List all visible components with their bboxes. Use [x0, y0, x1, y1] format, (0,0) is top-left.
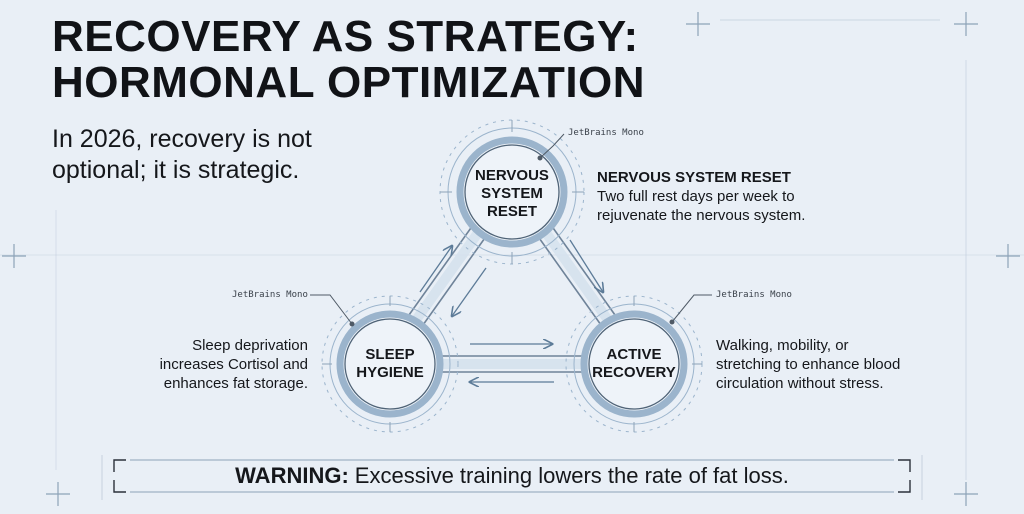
node-line: HYGIENE [356, 364, 424, 381]
title-line-1: RECOVERY AS STRATEGY: [52, 12, 639, 61]
desc-line: Two full rest days per week to [597, 188, 795, 205]
node-line: RECOVERY [592, 364, 676, 381]
node-line: RESET [486, 203, 537, 220]
annotation-left: JetBrains Mono [232, 290, 308, 300]
annotation-right: JetBrains Mono [716, 290, 792, 300]
desc-line: rejuvenate the nervous system. [597, 207, 806, 224]
connector-fill [406, 220, 618, 369]
desc-line: circulation without stress. [716, 375, 884, 392]
node-line: SYSTEM [481, 185, 543, 202]
node-line: SLEEP [365, 346, 415, 363]
warning-label: WARNING: [235, 463, 349, 488]
node-nervous-system-reset: NERVOUS SYSTEM RESET [462, 167, 562, 221]
crosshair-marks [2, 12, 1020, 506]
node-line: ACTIVE [606, 346, 662, 363]
desc-line: Sleep deprivation [192, 337, 308, 354]
node-circles [336, 136, 688, 418]
warning-banner: WARNING: Excessive training lowers the r… [114, 458, 910, 494]
warning-text: Excessive training lowers the rate of fa… [354, 463, 789, 488]
annotation-top: JetBrains Mono [568, 128, 644, 138]
desc-line: increases Cortisol and [159, 356, 308, 373]
node-active-recovery: ACTIVE RECOVERY [584, 346, 684, 382]
warning-frame [113, 459, 911, 493]
node-line: NERVOUS [475, 167, 549, 184]
subtitle: In 2026, recovery is not optional; it is… [52, 125, 312, 184]
desc-line: Walking, mobility, or [716, 337, 849, 354]
ring-ticks [322, 120, 702, 432]
desc-sleep-hygiene: Sleep deprivation increases Cortisol and… [150, 336, 308, 393]
desc-nervous-system-reset: NERVOUS SYSTEM RESET Two full rest days … [597, 168, 837, 225]
desc-active-recovery: Walking, mobility, or stretching to enha… [716, 336, 936, 393]
desc-line: stretching to enhance blood [716, 356, 901, 373]
flow-arrows [419, 239, 603, 382]
node-sleep-hygiene: SLEEP HYGIENE [340, 346, 440, 382]
annotation-leaders [310, 133, 712, 327]
desc-title: NERVOUS SYSTEM RESET [597, 169, 791, 186]
page-title: RECOVERY AS STRATEGY: HORMONAL OPTIMIZAT… [52, 14, 645, 106]
desc-line: enhances fat storage. [163, 375, 308, 392]
connector-bars [403, 217, 621, 373]
title-line-2: HORMONAL OPTIMIZATION [52, 58, 646, 107]
